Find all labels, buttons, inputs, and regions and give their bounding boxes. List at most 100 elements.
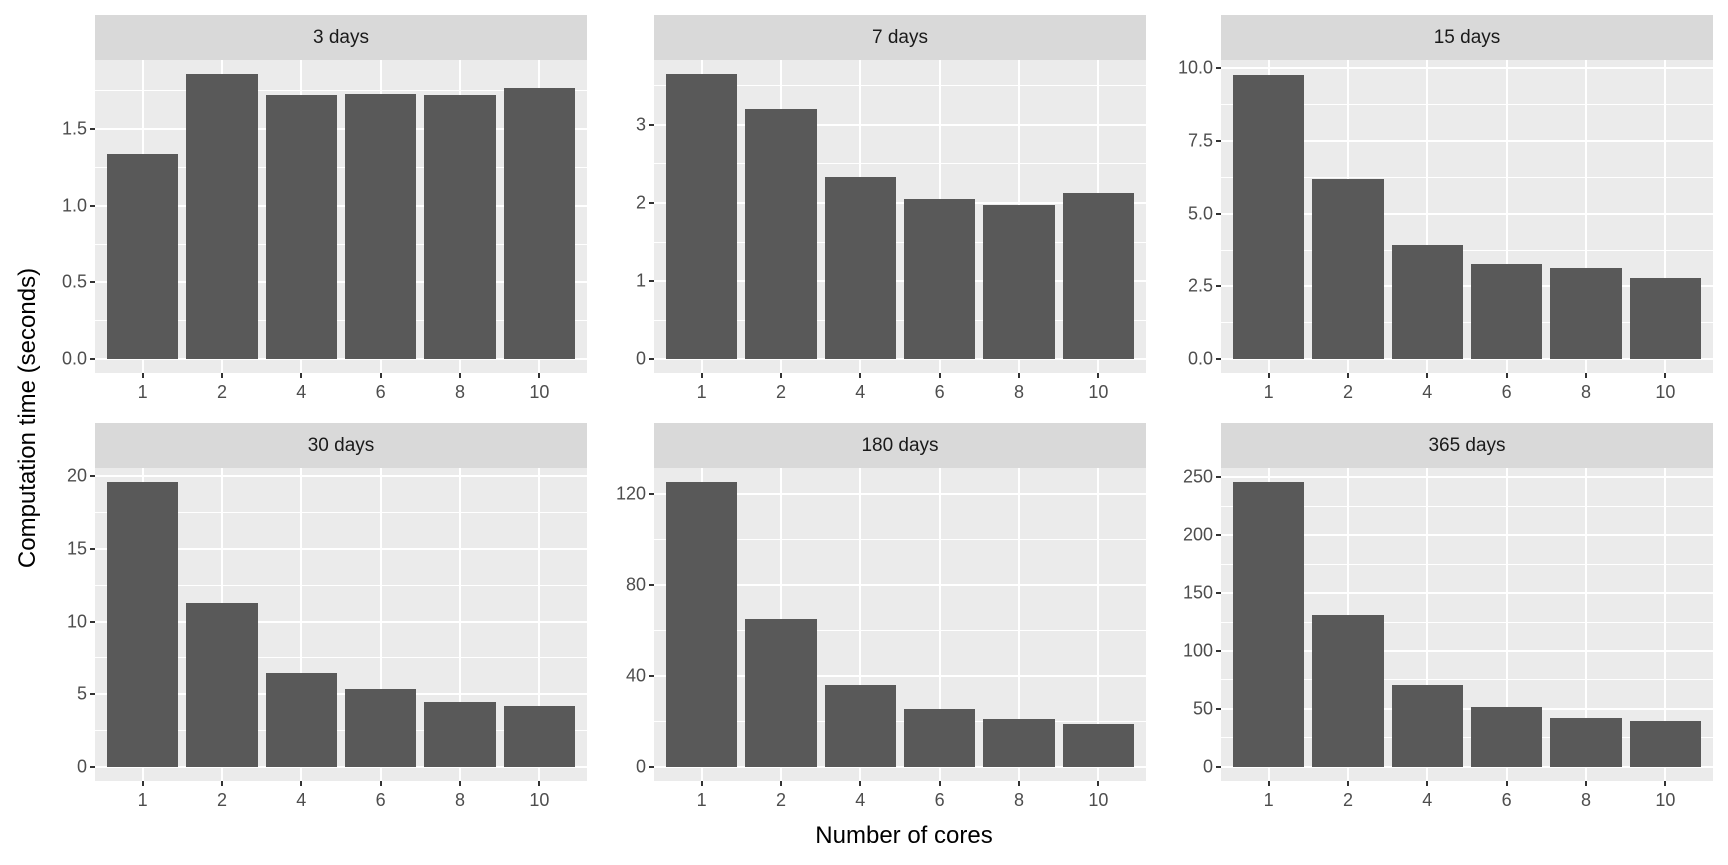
y-tick-label: 2 bbox=[635, 192, 646, 213]
bar bbox=[1470, 707, 1543, 767]
facet-strip-label: 7 days bbox=[654, 15, 1146, 60]
x-tick-mark bbox=[1267, 781, 1270, 786]
x-tick-mark bbox=[1505, 373, 1508, 378]
x-tick-mark bbox=[1346, 781, 1349, 786]
x-tick-mark bbox=[779, 781, 782, 786]
bar bbox=[983, 719, 1055, 767]
minor-gridline bbox=[654, 241, 1146, 243]
bar bbox=[424, 95, 496, 360]
minor-gridline bbox=[95, 584, 587, 586]
y-tick-label: 1.0 bbox=[61, 195, 87, 216]
x-tick-label: 4 bbox=[1422, 790, 1433, 810]
bar bbox=[1391, 685, 1464, 767]
bar bbox=[1232, 482, 1305, 767]
major-gridline bbox=[95, 475, 587, 477]
plot-area bbox=[654, 60, 1146, 373]
minor-gridline bbox=[1221, 104, 1713, 106]
minor-gridline bbox=[654, 629, 1146, 631]
major-gridline bbox=[1221, 707, 1713, 710]
bar bbox=[1312, 615, 1384, 767]
major-gridline bbox=[1221, 67, 1713, 70]
minor-gridline bbox=[1221, 322, 1713, 324]
minor-gridline bbox=[95, 90, 587, 92]
vertical-gridline bbox=[1585, 60, 1588, 373]
major-gridline bbox=[95, 766, 587, 769]
bar bbox=[1550, 268, 1622, 360]
bar bbox=[344, 93, 417, 360]
y-tick-label: 120 bbox=[615, 483, 646, 504]
x-tick-mark bbox=[1664, 373, 1667, 378]
x-tick-mark bbox=[859, 781, 862, 786]
x-tick-label: 4 bbox=[296, 382, 307, 402]
vertical-gridline bbox=[1664, 468, 1667, 781]
plot-area bbox=[95, 60, 587, 373]
minor-gridline bbox=[654, 85, 1146, 87]
bar bbox=[824, 177, 897, 360]
vertical-gridline bbox=[1664, 60, 1667, 373]
x-tick-label: 4 bbox=[855, 382, 866, 402]
y-tick-label: 20 bbox=[66, 465, 87, 486]
x-tick-label: 6 bbox=[375, 790, 386, 810]
minor-gridline bbox=[654, 163, 1146, 165]
x-tick-label: 1 bbox=[1263, 790, 1274, 810]
x-tick-label: 1 bbox=[696, 382, 707, 402]
major-gridline bbox=[654, 202, 1146, 204]
bar bbox=[903, 709, 976, 767]
x-tick-mark bbox=[538, 373, 541, 378]
bar bbox=[186, 73, 258, 360]
major-gridline bbox=[95, 693, 587, 696]
x-tick-label: 8 bbox=[1581, 382, 1592, 402]
y-tick-label: 1 bbox=[635, 270, 646, 291]
minor-gridline bbox=[95, 511, 587, 513]
bar bbox=[1232, 74, 1305, 360]
x-tick-mark bbox=[459, 781, 462, 786]
major-gridline bbox=[1221, 476, 1713, 479]
plot-area bbox=[95, 468, 587, 781]
major-gridline bbox=[95, 620, 587, 623]
x-tick-label: 2 bbox=[216, 382, 227, 402]
minor-gridline bbox=[95, 730, 587, 732]
bar bbox=[665, 481, 738, 767]
vertical-gridline bbox=[538, 468, 541, 781]
minor-gridline bbox=[1221, 563, 1713, 565]
minor-gridline bbox=[1221, 621, 1713, 623]
y-tick-label: 5.0 bbox=[1187, 203, 1213, 224]
x-tick-mark bbox=[938, 373, 941, 378]
x-tick-mark bbox=[1097, 781, 1100, 786]
x-tick-label: 2 bbox=[775, 382, 786, 402]
minor-gridline bbox=[95, 657, 587, 659]
major-gridline bbox=[95, 281, 587, 284]
major-gridline bbox=[1221, 285, 1713, 288]
y-tick-label: 0 bbox=[76, 756, 87, 777]
x-tick-label: 10 bbox=[1655, 790, 1676, 810]
vertical-gridline bbox=[1505, 468, 1508, 781]
vertical-gridline bbox=[938, 468, 941, 781]
x-tick-mark bbox=[141, 781, 144, 786]
x-tick-mark bbox=[700, 781, 703, 786]
x-tick-label: 2 bbox=[775, 790, 786, 810]
major-gridline bbox=[654, 766, 1146, 768]
x-tick-label: 8 bbox=[1014, 790, 1025, 810]
x-tick-label: 6 bbox=[375, 382, 386, 402]
bar bbox=[186, 602, 258, 768]
x-tick-mark bbox=[1585, 781, 1588, 786]
x-tick-label: 6 bbox=[934, 790, 945, 810]
bar bbox=[265, 673, 338, 768]
facet-strip-label: 365 days bbox=[1221, 423, 1713, 468]
x-tick-label: 6 bbox=[934, 382, 945, 402]
major-gridline bbox=[654, 674, 1146, 677]
bar bbox=[1312, 179, 1384, 360]
facet-panel: 365 days 0 50 100 150 200 250 1 2 4 6 8 10 bbox=[1183, 423, 1713, 810]
y-tick-label: 0.5 bbox=[61, 271, 87, 292]
x-tick-label: 2 bbox=[1342, 790, 1353, 810]
minor-gridline bbox=[1221, 249, 1713, 251]
x-tick-label: 8 bbox=[1581, 790, 1592, 810]
minor-gridline bbox=[654, 319, 1146, 321]
y-tick-label: 0 bbox=[635, 348, 646, 369]
y-tick-label: 80 bbox=[625, 574, 646, 595]
bar bbox=[745, 108, 817, 360]
y-tick-label: 10.0 bbox=[1177, 57, 1213, 78]
x-tick-label: 10 bbox=[1088, 790, 1109, 810]
bar bbox=[903, 199, 976, 360]
minor-gridline bbox=[95, 166, 587, 168]
